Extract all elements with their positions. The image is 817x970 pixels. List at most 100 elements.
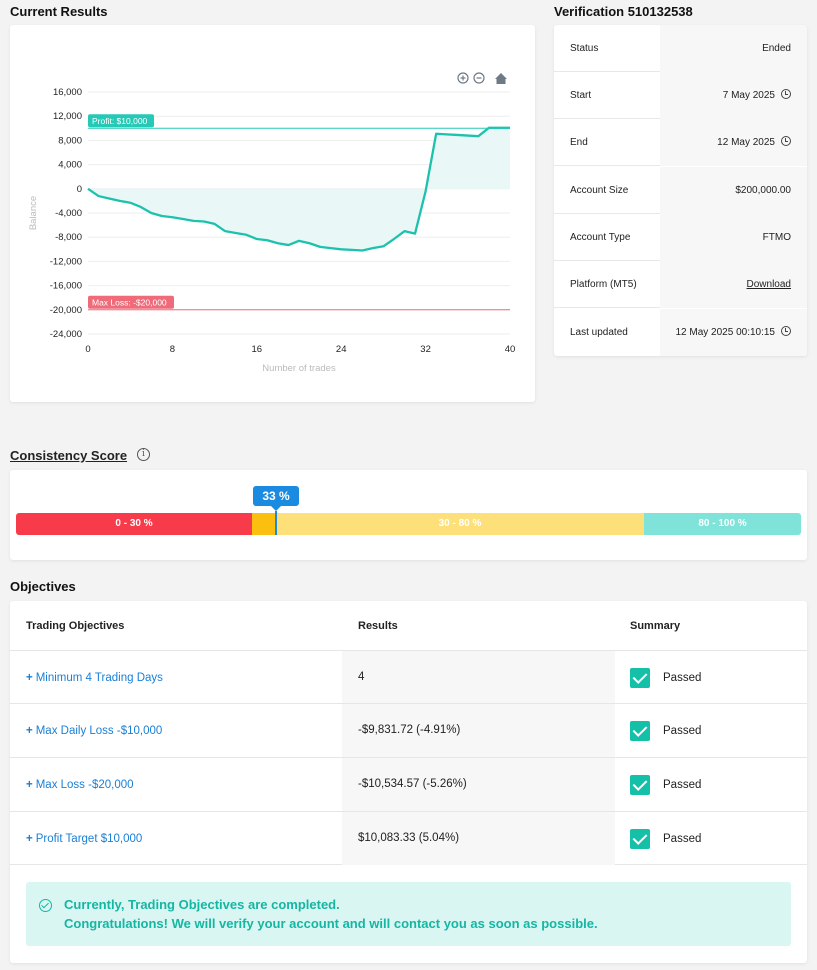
x-tick-label: 0 bbox=[85, 344, 90, 355]
clock-icon[interactable] bbox=[781, 136, 791, 146]
y-tick-label: 16,000 bbox=[53, 87, 82, 98]
ver-value-text: Ended bbox=[762, 43, 791, 54]
objective-result: $10,083.33 (5.04%) bbox=[342, 812, 615, 865]
ver-label: Start bbox=[570, 90, 592, 101]
plus-icon: + bbox=[26, 725, 33, 737]
check-icon bbox=[630, 828, 650, 849]
summary-text: Passed bbox=[663, 672, 702, 684]
y-tick-label: -4,000 bbox=[55, 208, 82, 219]
objective-link[interactable]: + Max Loss -$20,000 bbox=[26, 758, 134, 812]
chart-toolbar bbox=[457, 72, 507, 84]
table-row: + Max Loss -$20,000 -$10,534.57 (-5.26%) … bbox=[10, 757, 807, 811]
profit-target-tag bbox=[88, 114, 154, 128]
download-link[interactable]: Download bbox=[746, 279, 791, 290]
ver-value-text: 12 May 2025 00:10:15 bbox=[675, 327, 775, 338]
check-icon bbox=[630, 720, 650, 741]
zoom-in-icon[interactable] bbox=[457, 72, 469, 84]
ver-value-text: 12 May 2025 bbox=[717, 137, 775, 148]
y-tick-label: 8,000 bbox=[58, 135, 82, 146]
y-tick-label: -12,000 bbox=[50, 256, 82, 267]
clock-icon[interactable] bbox=[781, 89, 791, 99]
ver-label: Last updated bbox=[570, 327, 628, 338]
x-tick-label: 8 bbox=[170, 344, 175, 355]
segment-80-100: 80 - 100 % bbox=[644, 513, 801, 535]
ver-value-account-type: FTMO bbox=[660, 214, 807, 261]
objectives-table: Trading Objectives Results Summary + Mini… bbox=[10, 601, 807, 963]
check-icon bbox=[630, 667, 650, 688]
ver-value-last-updated: 12 May 2025 00:10:15 bbox=[660, 309, 807, 356]
score-badge-pointer bbox=[271, 506, 281, 511]
ver-value-start: 7 May 2025 bbox=[660, 72, 807, 119]
y-tick-label: 0 bbox=[77, 184, 82, 195]
x-tick-label: 32 bbox=[420, 344, 431, 355]
header-trading-objectives: Trading Objectives bbox=[26, 620, 125, 632]
objective-summary: Passed bbox=[630, 704, 701, 758]
ver-row-end: End 12 May 2025 bbox=[554, 119, 807, 166]
table-row: + Minimum 4 Trading Days 4 Passed bbox=[10, 650, 807, 704]
objective-summary: Passed bbox=[630, 812, 701, 866]
table-row: + Profit Target $10,000 $10,083.33 (5.04%… bbox=[10, 811, 807, 865]
ver-value-end: 12 May 2025 bbox=[660, 119, 807, 166]
ver-label: Account Size bbox=[570, 185, 629, 196]
x-tick-label: 16 bbox=[252, 344, 263, 355]
ver-row-status: Status Ended bbox=[554, 25, 807, 72]
home-icon[interactable] bbox=[495, 73, 507, 84]
check-icon bbox=[630, 774, 650, 795]
max-loss-label: Max Loss: -$20,000 bbox=[92, 297, 167, 307]
balance-series-line bbox=[87, 126, 510, 252]
ver-label: Account Type bbox=[570, 232, 631, 243]
success-line-2: Congratulations! We will verify your acc… bbox=[64, 916, 598, 931]
success-message: Currently, Trading Objectives are comple… bbox=[26, 882, 791, 946]
objectives-title: Objectives bbox=[10, 579, 76, 594]
ver-value-text: $200,000.00 bbox=[735, 185, 791, 196]
balance-chart-card: 16,000 12,000 8,000 4,000 0 -4,000 -8,000 -12,0… bbox=[10, 25, 535, 402]
x-tick-label: 40 bbox=[505, 344, 516, 355]
y-axis-label: Balance bbox=[28, 196, 39, 230]
balance-chart: 16,000 12,000 8,000 4,000 0 -4,000 -8,000 -12,0… bbox=[28, 72, 516, 374]
verification-card: Status Ended Start 7 May 2025 End 12 May… bbox=[554, 25, 807, 356]
objective-result: 4 bbox=[342, 651, 615, 704]
objective-result: -$9,831.72 (-4.91%) bbox=[342, 704, 615, 757]
ver-row-start: Start 7 May 2025 bbox=[554, 72, 807, 119]
ver-row-platform: Platform (MT5) Download bbox=[554, 261, 807, 308]
ver-value-text: 7 May 2025 bbox=[722, 90, 775, 101]
plus-icon: + bbox=[26, 672, 33, 684]
objective-summary: Passed bbox=[630, 651, 701, 705]
plus-icon: + bbox=[26, 833, 33, 845]
current-results-title: Current Results bbox=[10, 4, 108, 19]
y-tick-label: -20,000 bbox=[50, 305, 82, 316]
profit-target-label: Profit: $10,000 bbox=[92, 116, 148, 126]
objective-result: -$10,534.57 (-5.26%) bbox=[342, 758, 615, 811]
info-icon[interactable]: i bbox=[137, 448, 150, 461]
ver-row-last-updated: Last updated 12 May 2025 00:10:15 bbox=[554, 309, 807, 356]
ver-row-account-size: Account Size $200,000.00 bbox=[554, 167, 807, 214]
objective-link[interactable]: + Minimum 4 Trading Days bbox=[26, 651, 163, 705]
objective-summary: Passed bbox=[630, 758, 701, 812]
ver-row-account-type: Account Type FTMO bbox=[554, 214, 807, 261]
consistency-card: 0 - 30 % 30 - 80 % 80 - 100 % 33 % bbox=[10, 470, 807, 560]
objective-name: Profit Target $10,000 bbox=[35, 833, 143, 845]
objective-link[interactable]: + Profit Target $10,000 bbox=[26, 812, 142, 866]
check-circle-icon bbox=[39, 899, 52, 912]
zoom-out-icon[interactable] bbox=[473, 72, 485, 84]
y-tick-label: 4,000 bbox=[58, 160, 82, 171]
y-tick-label: -16,000 bbox=[50, 281, 82, 292]
objective-name: Max Daily Loss -$10,000 bbox=[35, 725, 163, 737]
table-row: + Max Daily Loss -$10,000 -$9,831.72 (-4.… bbox=[10, 703, 807, 757]
header-summary: Summary bbox=[630, 620, 681, 632]
x-tick-label: 24 bbox=[336, 344, 347, 355]
segment-score-fill bbox=[252, 513, 276, 535]
segment-0-30: 0 - 30 % bbox=[16, 513, 252, 535]
summary-text: Passed bbox=[663, 779, 702, 791]
objective-link[interactable]: + Max Daily Loss -$10,000 bbox=[26, 704, 162, 758]
clock-icon[interactable] bbox=[781, 326, 791, 336]
ver-value-platform: Download bbox=[660, 261, 807, 308]
ver-value-account-size: $200,000.00 bbox=[660, 167, 807, 214]
header-results: Results bbox=[358, 620, 398, 632]
plus-icon: + bbox=[26, 779, 33, 791]
ver-label: Platform (MT5) bbox=[570, 279, 637, 290]
consistency-score-title[interactable]: Consistency Score bbox=[10, 448, 128, 463]
summary-text: Passed bbox=[663, 833, 702, 845]
score-badge: 33 % bbox=[253, 486, 299, 506]
ver-value-status: Ended bbox=[660, 25, 807, 72]
